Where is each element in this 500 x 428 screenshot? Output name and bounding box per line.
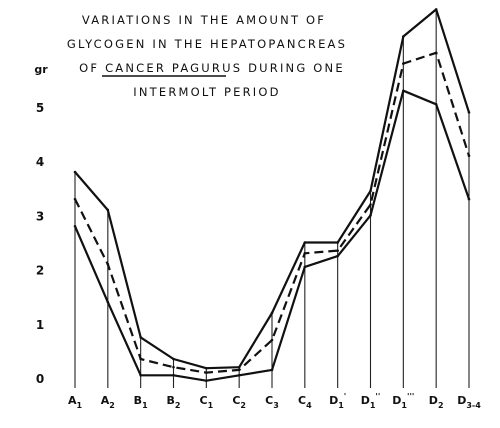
data-point <box>303 265 307 269</box>
data-point <box>139 357 142 361</box>
data-point <box>402 89 405 93</box>
data-point <box>205 379 208 383</box>
data-point <box>434 8 438 11</box>
title-line-4: INTERMOLT PERIOD <box>133 85 280 99</box>
data-point <box>270 338 274 342</box>
data-point <box>172 357 175 361</box>
x-tick-label: C3 <box>265 394 279 410</box>
x-tick-label: C1 <box>200 394 214 410</box>
y-axis-ticks: 0 1 2 3 4 5 <box>36 101 44 386</box>
data-point <box>237 368 241 372</box>
x-tick-label: A1 <box>68 394 83 410</box>
y-tick-label: 3 <box>36 209 44 223</box>
x-tick-label: D1''' <box>392 392 414 410</box>
data-point <box>172 365 175 369</box>
data-point <box>303 252 307 255</box>
data-point <box>402 35 405 38</box>
title-line-1: VARIATIONS IN THE AMOUNT OF <box>82 13 326 27</box>
y-tick-label: 5 <box>36 101 44 115</box>
data-point <box>106 262 110 266</box>
data-point <box>270 368 274 372</box>
data-point <box>369 189 372 193</box>
data-point <box>434 102 438 106</box>
data-point <box>336 241 339 244</box>
data-point <box>467 197 471 201</box>
data-point <box>434 51 438 55</box>
data-point <box>336 249 339 252</box>
x-tick-label: C2 <box>232 394 246 410</box>
data-point <box>402 62 405 65</box>
data-point <box>270 311 274 315</box>
series-group <box>73 8 471 383</box>
data-point <box>237 365 241 369</box>
y-tick-label: 1 <box>36 318 44 332</box>
data-point <box>139 336 142 339</box>
title-line-2: GLYCOGEN IN THE HEPATOPANCREAS <box>67 37 347 51</box>
data-point <box>73 170 77 174</box>
data-point <box>237 373 241 377</box>
data-point <box>205 371 208 374</box>
x-tick-label: D1' <box>329 392 346 410</box>
data-point <box>336 254 339 258</box>
title-line-3: OF CANCER PAGURUS DURING ONE <box>79 61 345 75</box>
data-point <box>467 154 471 158</box>
x-tick-label: D2 <box>429 394 444 410</box>
x-tick-label: D1'' <box>361 392 381 410</box>
x-tick-label: D3-4 <box>457 394 481 410</box>
data-point <box>369 203 372 206</box>
data-point <box>303 241 307 244</box>
y-axis-unit-label: gr <box>34 63 48 76</box>
x-tick-label: A2 <box>101 394 115 410</box>
y-tick-label: 2 <box>36 264 44 278</box>
data-point <box>205 366 208 370</box>
x-axis-labels: A1 A2 B1 B2 C1 C2 C3 C4 D1' D1'' D1''' D2 D3-4 <box>68 392 481 410</box>
x-tick-label: C4 <box>298 394 312 410</box>
x-tick-label: B1 <box>134 394 148 410</box>
data-point <box>73 224 77 228</box>
data-point <box>106 208 110 212</box>
y-tick-label: 4 <box>36 155 44 169</box>
data-point <box>106 300 110 304</box>
data-point <box>139 373 142 377</box>
data-point <box>467 111 471 114</box>
x-tick-label: B2 <box>167 394 181 410</box>
chart-title: VARIATIONS IN THE AMOUNT OF GLYCOGEN IN … <box>67 13 347 99</box>
data-point <box>369 214 372 217</box>
data-point <box>73 197 77 201</box>
data-point <box>172 373 175 377</box>
y-tick-label: 0 <box>36 372 44 386</box>
